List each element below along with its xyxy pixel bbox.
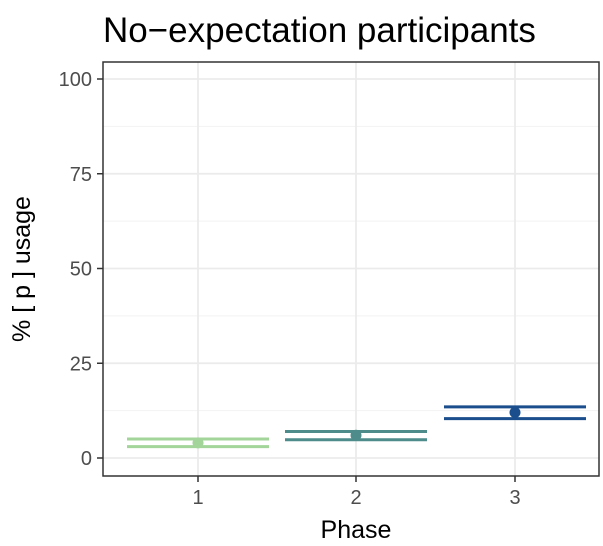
y-tick-label: 75	[70, 164, 92, 186]
series	[127, 405, 586, 449]
y-tick-label: 25	[70, 353, 92, 375]
data-point	[509, 407, 521, 419]
axes: 0 25 50 75 100 1 2 3	[59, 69, 521, 509]
x-tick-label: 3	[509, 487, 520, 509]
y-axis-title: % [ p ] usage	[8, 196, 36, 342]
x-axis-title: Phase	[321, 516, 392, 544]
y-tick-label: 50	[70, 259, 92, 281]
chart-title: No−expectation participants	[103, 11, 536, 50]
data-point	[350, 429, 362, 441]
data-point	[192, 437, 204, 449]
x-tick-label: 2	[350, 487, 361, 509]
y-tick-label: 100	[59, 69, 92, 91]
y-tick-label: 0	[81, 448, 92, 470]
grid	[103, 62, 599, 476]
x-tick-label: 1	[192, 487, 203, 509]
